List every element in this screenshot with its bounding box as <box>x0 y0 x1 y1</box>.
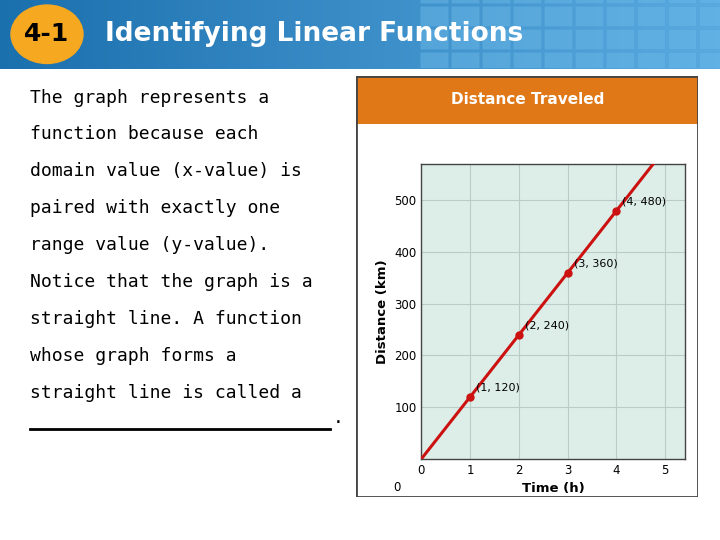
Bar <box>637 52 665 72</box>
Text: 0: 0 <box>393 481 401 494</box>
Bar <box>482 6 510 26</box>
Bar <box>575 29 603 49</box>
Text: domain value (x‑value) is: domain value (x‑value) is <box>30 163 302 180</box>
Bar <box>668 52 696 72</box>
Bar <box>575 6 603 26</box>
Text: Notice that the graph is a: Notice that the graph is a <box>30 273 312 291</box>
Text: Distance Traveled: Distance Traveled <box>451 92 604 107</box>
Text: whose graph forms a: whose graph forms a <box>30 347 237 365</box>
Text: Holt Mc.Dougal Algebra 1: Holt Mc.Dougal Algebra 1 <box>14 520 157 530</box>
Bar <box>544 6 572 26</box>
Bar <box>699 0 720 3</box>
Bar <box>637 0 665 3</box>
Text: The graph represents a: The graph represents a <box>30 89 269 106</box>
Y-axis label: Distance (km): Distance (km) <box>376 259 389 364</box>
Bar <box>356 76 698 124</box>
Bar <box>637 29 665 49</box>
Bar <box>451 0 479 3</box>
Bar <box>637 6 665 26</box>
Text: (1, 120): (1, 120) <box>476 383 520 393</box>
Bar <box>420 29 448 49</box>
Bar <box>482 29 510 49</box>
Text: .: . <box>333 409 344 427</box>
Bar <box>513 6 541 26</box>
Bar <box>668 29 696 49</box>
Bar <box>513 29 541 49</box>
Bar <box>606 52 634 72</box>
Text: function because each: function because each <box>30 125 258 144</box>
Bar <box>513 0 541 3</box>
Ellipse shape <box>11 5 83 64</box>
Bar <box>668 0 696 3</box>
Bar <box>482 52 510 72</box>
Text: Copyright © by Holt Mc Dougal. All Rights Reserved.: Copyright © by Holt Mc Dougal. All Right… <box>449 520 706 530</box>
Text: paired with exactly one: paired with exactly one <box>30 199 280 217</box>
Bar <box>451 52 479 72</box>
Text: (4, 480): (4, 480) <box>622 197 667 207</box>
Bar <box>451 6 479 26</box>
Bar <box>699 6 720 26</box>
Bar <box>699 29 720 49</box>
Text: straight line. A function: straight line. A function <box>30 310 302 328</box>
Bar <box>575 52 603 72</box>
Text: Identifying Linear Functions: Identifying Linear Functions <box>105 21 523 48</box>
Text: (2, 240): (2, 240) <box>525 321 569 330</box>
Text: straight line is called a: straight line is called a <box>30 384 302 402</box>
Bar <box>699 52 720 72</box>
Text: range value (y‑value).: range value (y‑value). <box>30 236 269 254</box>
Bar <box>420 0 448 3</box>
X-axis label: Time (h): Time (h) <box>522 482 585 495</box>
Bar <box>606 6 634 26</box>
Bar <box>420 52 448 72</box>
Bar <box>451 29 479 49</box>
Bar <box>513 52 541 72</box>
Bar <box>544 29 572 49</box>
Bar <box>544 0 572 3</box>
Bar <box>544 52 572 72</box>
Bar <box>606 29 634 49</box>
Text: 4-1: 4-1 <box>24 22 70 46</box>
Bar <box>606 0 634 3</box>
Text: (3, 360): (3, 360) <box>574 259 617 268</box>
Bar <box>420 6 448 26</box>
Bar <box>575 0 603 3</box>
Bar <box>668 6 696 26</box>
Bar <box>482 0 510 3</box>
